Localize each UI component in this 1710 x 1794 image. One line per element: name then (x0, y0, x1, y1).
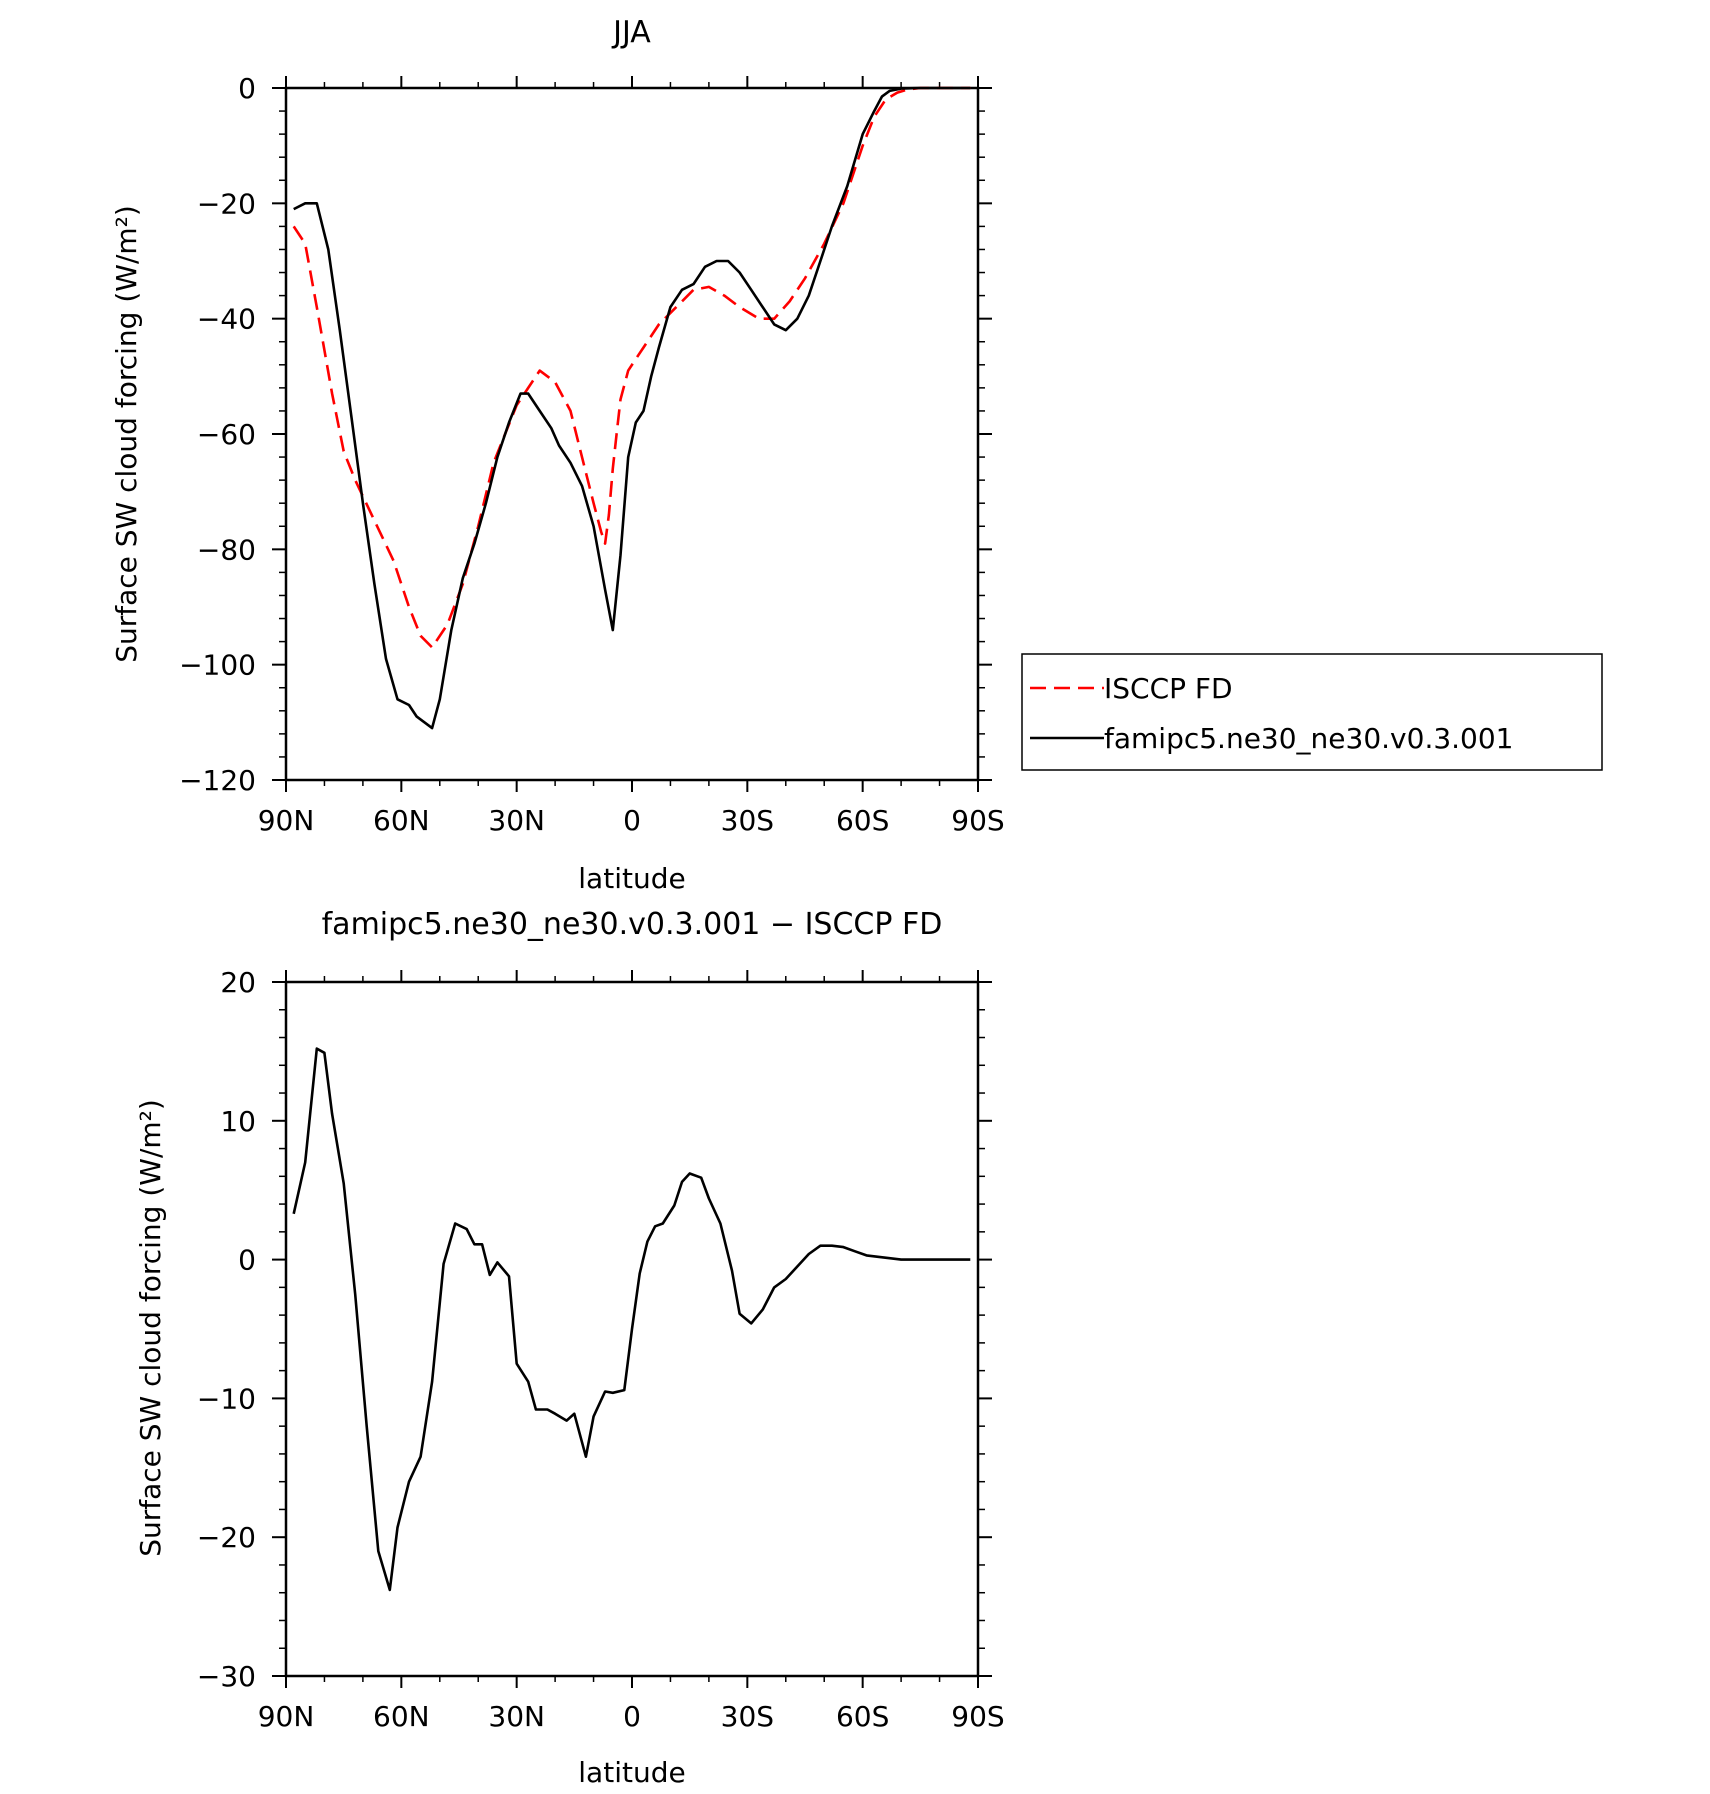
top-chart-title: JJA (611, 15, 651, 50)
top-axis-ticks (272, 76, 992, 792)
series-line-difference (292, 1047, 971, 1592)
y-tick-label: 0 (238, 1244, 256, 1277)
y-tick-label: 0 (238, 72, 256, 105)
x-tick-label: 60N (373, 1700, 430, 1733)
y-tick-label: −30 (197, 1660, 256, 1693)
x-tick-label: 30N (488, 1700, 545, 1733)
x-tick-label: 30S (721, 1700, 774, 1733)
y-tick-label: −120 (179, 764, 256, 797)
y-tick-label: −20 (197, 1521, 256, 1554)
top-y-axis-label: Surface SW cloud forcing (W/m²) (110, 205, 143, 663)
legend-label-isccp-fd: ISCCP FD (1104, 672, 1233, 705)
bottom-y-axis-label: Surface SW cloud forcing (W/m²) (134, 1099, 167, 1557)
bottom-panel: famipc5.ne30_ne30.v0.3.001 − ISCCP FD 20… (134, 907, 1005, 1789)
x-tick-label: 30S (721, 804, 774, 837)
x-tick-label: 0 (623, 804, 641, 837)
top-y-tick-labels: 0 −20 −40 −60 −80 −100 −120 (179, 72, 256, 797)
legend: ISCCP FD famipc5.ne30_ne30.v0.3.001 (1021, 653, 1603, 771)
bottom-x-tick-labels: 90N 60N 30N 0 30S 60S 90S (258, 1700, 1005, 1733)
y-tick-label: −40 (197, 303, 256, 336)
y-tick-label: −100 (179, 649, 256, 682)
x-tick-label: 60N (373, 804, 430, 837)
bottom-x-axis-label: latitude (578, 1756, 685, 1789)
top-series-lines (292, 86, 971, 730)
y-tick-label: −20 (197, 187, 256, 220)
bottom-series-lines (292, 1047, 971, 1592)
y-tick-label: 20 (220, 966, 256, 999)
top-x-axis-label: latitude (578, 862, 685, 895)
x-tick-label: 60S (836, 1700, 889, 1733)
bottom-axis-ticks (272, 970, 992, 1688)
x-tick-label: 0 (623, 1700, 641, 1733)
x-tick-label: 90N (258, 804, 315, 837)
x-tick-label: 30N (488, 804, 545, 837)
top-x-tick-labels: 90N 60N 30N 0 30S 60S 90S (258, 804, 1005, 837)
series-line-famipc5-ne30-ne30-v0-3-001 (293, 86, 971, 730)
y-tick-label: −60 (197, 418, 256, 451)
legend-label-famipc5: famipc5.ne30_ne30.v0.3.001 (1104, 722, 1514, 755)
y-tick-label: 10 (220, 1105, 256, 1138)
x-tick-label: 90N (258, 1700, 315, 1733)
x-tick-label: 60S (836, 804, 889, 837)
x-tick-label: 90S (951, 1700, 1004, 1733)
x-tick-label: 90S (951, 804, 1004, 837)
y-tick-label: −80 (197, 533, 256, 566)
top-panel: JJA 0 −20 −40 −60 −80 −100 −120 90N 60N 30N 0 30S 6… (110, 15, 1005, 895)
bottom-chart-title: famipc5.ne30_ne30.v0.3.001 − ISCCP FD (322, 907, 943, 942)
series-line-isccp-fd (292, 86, 971, 649)
legend-box (1021, 653, 1603, 771)
y-tick-label: −10 (197, 1382, 256, 1415)
bottom-y-tick-labels: 20 10 0 −10 −20 −30 (197, 966, 256, 1693)
